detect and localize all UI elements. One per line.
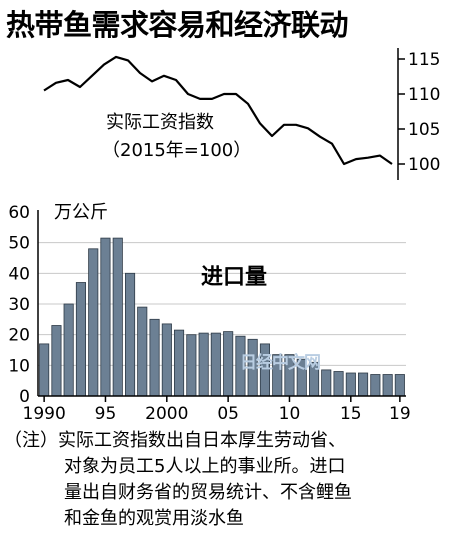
import-bar-1991 <box>51 325 62 397</box>
footnote-line-4: 和金鱼的观赏用淡水鱼 <box>64 508 244 529</box>
line-chart-title: 实际工资指数 <box>106 112 214 133</box>
line-chart-tick-label: 115 <box>408 50 440 70</box>
import-bar-1994 <box>88 248 99 397</box>
bar-chart-title: 进口量 <box>201 265 267 290</box>
bar-chart-x-tick-label: 10 <box>279 404 301 424</box>
import-bar-2013 <box>321 369 332 397</box>
bar-chart-y-tick-label: 50 <box>8 234 30 254</box>
import-bar-2001 <box>173 329 185 397</box>
import-bar-2019 <box>394 374 405 397</box>
import-bar-1990 <box>39 343 50 397</box>
import-bar-2003 <box>198 332 209 397</box>
import-bar-1998 <box>137 306 148 397</box>
wage-index-series-line <box>43 55 393 166</box>
import-bar-2002 <box>186 334 197 397</box>
footnote: （注） 实际工资指数出自日本厚生劳动省、 对象为员工5人以上的事业所。进口 量出… <box>4 428 446 532</box>
import-bar-1992 <box>63 303 74 397</box>
import-volume-bar-chart: 0 10 20 30 40 50 60 1990 95 2000 05 10 15 19 万公斤 进口量 <box>8 202 411 424</box>
bar-chart-x-tick-label: 95 <box>95 404 117 424</box>
import-bar-1996 <box>112 237 123 397</box>
import-bar-2004 <box>210 332 221 397</box>
import-bar-2018 <box>382 374 393 397</box>
bar-chart-ylabel: 万公斤 <box>54 202 108 223</box>
bar-chart-y-tick-label: 20 <box>8 326 30 346</box>
import-bar-1993 <box>75 282 87 397</box>
wage-index-line-chart: 实际工资指数 （2015年=100） 100 105 110 115 <box>43 48 440 180</box>
import-bar-1995 <box>100 237 111 397</box>
chart-title: 热带鱼需求容易和经济联动 <box>6 8 349 42</box>
import-bar-2015 <box>345 372 356 397</box>
import-bar-1997 <box>125 272 136 397</box>
line-chart-tick-label: 100 <box>408 155 440 175</box>
watermark-text: 日经中文网 <box>240 353 321 373</box>
bar-chart-x-tick-label: 15 <box>340 404 362 424</box>
import-bar-2000 <box>161 323 172 397</box>
bar-chart-x-tick-label: 19 <box>389 404 411 424</box>
import-bar-2014 <box>333 371 344 397</box>
line-chart-subtitle: （2015年=100） <box>102 140 251 161</box>
import-bar-2017 <box>370 374 381 397</box>
import-bar-1999 <box>149 318 160 397</box>
footnote-line-2: 对象为员工5人以上的事业所。进口 <box>64 456 346 477</box>
bar-chart-x-tick-label: 1990 <box>23 404 66 424</box>
bar-chart-y-tick-label: 30 <box>8 295 30 315</box>
bar-chart-x-tick-label: 05 <box>217 404 239 424</box>
bar-chart-y-tick-label: 60 <box>8 203 30 223</box>
bar-chart-y-tick-label: 10 <box>8 356 30 376</box>
bar-chart-y-tick-label: 40 <box>8 264 30 284</box>
footnote-prefix: （注） <box>4 430 58 451</box>
bar-chart-x-tick-label: 2000 <box>145 404 188 424</box>
line-chart-tick-label: 105 <box>408 120 440 140</box>
bar-chart-y-tick-label: 0 <box>19 387 30 407</box>
footnote-line-3: 量出自财务省的贸易统计、不含鲤鱼 <box>64 482 352 503</box>
import-bar-2005 <box>223 331 234 397</box>
footnote-line-1: 实际工资指数出自日本厚生劳动省、 <box>58 430 346 451</box>
line-chart-tick-label: 110 <box>408 85 440 105</box>
import-bar-2016 <box>357 372 369 397</box>
